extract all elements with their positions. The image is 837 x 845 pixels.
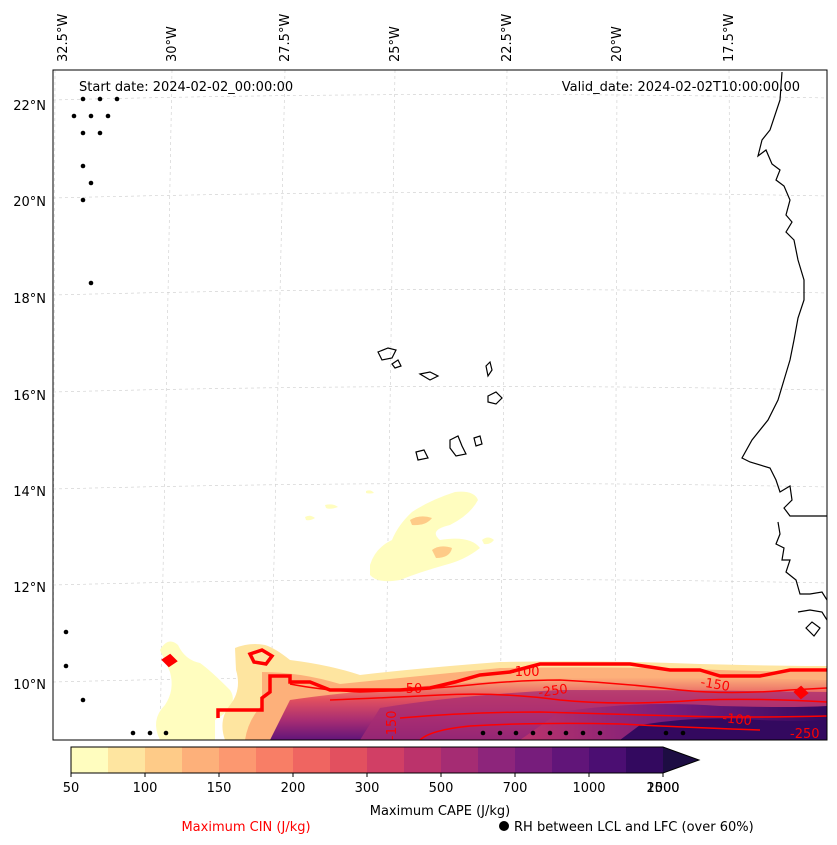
lon-label: 32.5°W xyxy=(56,14,71,62)
legend: Maximum CIN (J/kg) RH between LCL and LF… xyxy=(181,820,753,835)
contour-label: -100 xyxy=(510,665,540,680)
colorbar-tick-label: 500 xyxy=(429,781,454,796)
colorbar-tick-label: 1500 xyxy=(646,781,679,796)
islands xyxy=(377,347,503,461)
rh-legend-dot xyxy=(499,821,509,831)
lat-label: 16°N xyxy=(13,389,46,404)
colorbar-tick-label: 2000 xyxy=(646,781,679,796)
colorbar-cell xyxy=(589,747,627,773)
longitude-labels: 32.5°W 30°W 27.5°W 25°W 22.5°W 20°W 17.5… xyxy=(56,14,737,62)
colorbar-tick-label: 50 xyxy=(63,781,80,796)
colorbar-cell xyxy=(71,747,109,773)
contour-label: -100 xyxy=(722,711,753,729)
lon-label: 30°W xyxy=(165,26,180,62)
lon-label: 27.5°W xyxy=(278,14,293,62)
rh-legend-label: RH between LCL and LFC (over 60%) xyxy=(514,820,754,835)
contour-label: -150 xyxy=(385,710,400,740)
lon-label: 25°W xyxy=(388,26,403,62)
lon-label: 20°W xyxy=(610,26,625,62)
colorbar-outline xyxy=(70,746,701,774)
colorbar-tick-label: 100 xyxy=(133,781,158,796)
colorbar-label: Maximum CAPE (J/kg) xyxy=(370,804,510,819)
start-date: Start date: 2024-02-02_00:00:00 xyxy=(79,80,293,95)
colorbar-cell xyxy=(441,747,479,773)
lon-label: 22.5°W xyxy=(500,14,515,62)
map-area: -100 -50 -250 -150 -150 -100 -250 xyxy=(53,70,827,742)
gridlines xyxy=(53,70,827,740)
lat-label: 12°N xyxy=(13,581,46,596)
colorbar-tick-label: 700 xyxy=(503,781,528,796)
latitude-labels: 22°N 20°N 18°N 16°N 14°N 12°N 10°N xyxy=(13,99,46,693)
rh-dots xyxy=(63,96,686,736)
contour-label: -250 xyxy=(537,682,568,701)
map-frame xyxy=(52,69,828,741)
colorbar-cell xyxy=(626,747,664,773)
lat-label: 10°N xyxy=(13,678,46,693)
lon-label: 17.5°W xyxy=(722,14,737,62)
cin-legend-label: Maximum CIN (J/kg) xyxy=(181,820,310,835)
lat-label: 22°N xyxy=(13,99,46,114)
colorbar-tick-label: 200 xyxy=(281,781,306,796)
lat-label: 18°N xyxy=(13,292,46,307)
lat-label: 20°N xyxy=(13,195,46,210)
colorbar-cells xyxy=(71,747,664,773)
contour-labels: -100 -50 -250 -150 -150 -100 -250 xyxy=(385,665,820,742)
lat-label: 14°N xyxy=(13,485,46,500)
colorbar-tick-label: 300 xyxy=(355,781,380,796)
coastline xyxy=(741,71,827,637)
colorbar-cell xyxy=(552,747,590,773)
colorbar-cell xyxy=(478,747,516,773)
cape-patch-central xyxy=(305,490,494,582)
colorbar-cell xyxy=(293,747,331,773)
colorbar-cell xyxy=(367,747,405,773)
colorbar-cell xyxy=(182,747,220,773)
colorbar-cell xyxy=(219,747,257,773)
colorbar-extend-arrow xyxy=(663,747,699,773)
colorbar-tick-label: 150 xyxy=(207,781,232,796)
cin-contours xyxy=(161,648,827,740)
colorbar-cell xyxy=(330,747,368,773)
colorbar-cell xyxy=(256,747,294,773)
colorbar-tick-label: 1000 xyxy=(572,781,605,796)
colorbar-cell xyxy=(515,747,553,773)
colorbar-cell xyxy=(145,747,183,773)
valid-date: Valid_date: 2024-02-02T10:00:00.00 xyxy=(562,80,800,95)
colorbar-cell xyxy=(108,747,146,773)
contour-label: -50 xyxy=(401,682,422,697)
contour-label: -250 xyxy=(790,727,820,742)
colorbar-cell xyxy=(404,747,442,773)
contour-label: -150 xyxy=(699,675,731,695)
